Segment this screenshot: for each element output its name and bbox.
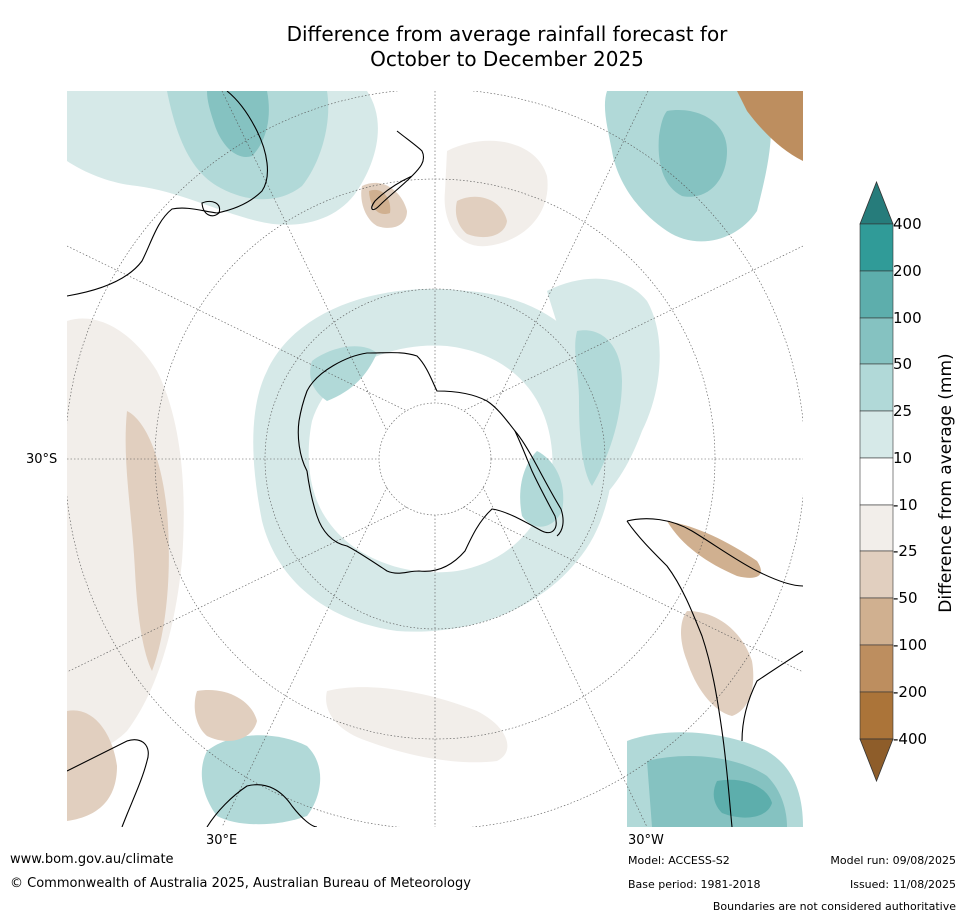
anomaly-dry-ne-corner [737,91,803,161]
anomaly-dry-nz-core [369,189,391,215]
new-zealand-north [396,130,425,177]
anomaly-ring [253,288,614,632]
colorbar [859,180,894,783]
south-america-west [626,520,733,827]
anomaly-shading [67,91,803,827]
colorbar-bin-m25-m50 [859,550,894,599]
antarctic-peninsula [514,430,564,537]
colorbar-bin-100-200 [859,270,894,319]
colorbar-tick-m25: -25 [893,542,918,560]
colorbar-bin-m200-m400 [859,691,894,740]
anomaly-nw-core [207,91,269,157]
anomaly-ring-strong [310,346,377,401]
colorbar-bin-m100-m200 [859,644,894,693]
colorbar-tick-100: 100 [893,309,922,327]
colorbar-bin-10-25 [859,410,894,459]
africa-coast [67,739,149,827]
colorbar-tick-m10: -10 [893,496,918,514]
title-line-2: October to December 2025 [370,47,644,71]
colorbar-bin-m50-m100 [859,597,894,646]
lat-label-30s: 30°S [26,452,58,467]
colorbar-bin-50-100 [859,317,894,365]
colorbar-tick-200: 200 [893,262,922,280]
colorbar-bin-neutral [859,457,894,506]
colorbar-bin-25-50 [859,363,894,412]
anomaly-dry-south [326,687,508,763]
lon-label-30w: 30°W [628,833,664,848]
colorbar-tick-m50: -50 [893,589,918,607]
anomaly-dry-sw-corner [67,710,117,821]
footer-base-period: Base period: 1981-2018 [628,878,761,891]
footer-model-run: Model run: 09/08/2025 [830,854,956,867]
anomaly-dry-sa [681,611,754,716]
anomaly-dry-south-africa [194,690,257,741]
anomaly-dry-andes [667,521,761,578]
polar-map [67,91,803,827]
new-zealand-south [371,175,413,211]
anomaly-sw [201,735,321,825]
footer-issued: Issued: 11/08/2025 [849,878,956,891]
south-america-coast [626,518,803,587]
lon-label-30e: 30°E [206,833,238,848]
colorbar-bin-m10-m25 [859,504,894,552]
anomaly-dry-pacific-strong [455,196,507,238]
footer-disclaimer: Boundaries are not considered authoritat… [712,900,956,913]
footer-website: www.bom.gov.au/climate [10,852,174,867]
colorbar-tick-25: 25 [893,402,913,420]
africa-coast-2 [206,784,318,827]
anomaly-dry-west-strong [125,411,169,671]
colorbar-bin-200-400 [859,223,894,272]
colorbar-tick-400: 400 [893,215,922,233]
graticule [67,91,803,827]
tasmania [201,200,221,217]
coastlines [67,91,803,827]
footer-copyright: © Commonwealth of Australia 2025, Austra… [10,876,471,891]
anomaly-atlantic-strong [575,330,622,486]
colorbar-tick-m400: -400 [893,730,928,748]
colorbar-title: Difference from average (mm) [936,353,956,613]
anomaly-ne-strong [658,110,727,197]
australia-coast [67,91,268,297]
footer-model: Model: ACCESS-S2 [628,854,730,867]
title-line-1: Difference from average rainfall forecas… [286,22,728,46]
colorbar-tick-m100: -100 [893,636,928,654]
map-title: Difference from average rainfall forecas… [67,22,947,72]
anomaly-ring-strong-2 [520,451,564,527]
colorbar-bottom-arrow [859,738,894,783]
antarctica-coast [297,352,557,574]
colorbar-tick-50: 50 [893,355,913,373]
colorbar-tick-m200: -200 [893,683,928,701]
colorbar-tick-10: 10 [893,449,913,467]
colorbar-top-arrow [859,180,894,225]
south-america-east [741,650,803,742]
